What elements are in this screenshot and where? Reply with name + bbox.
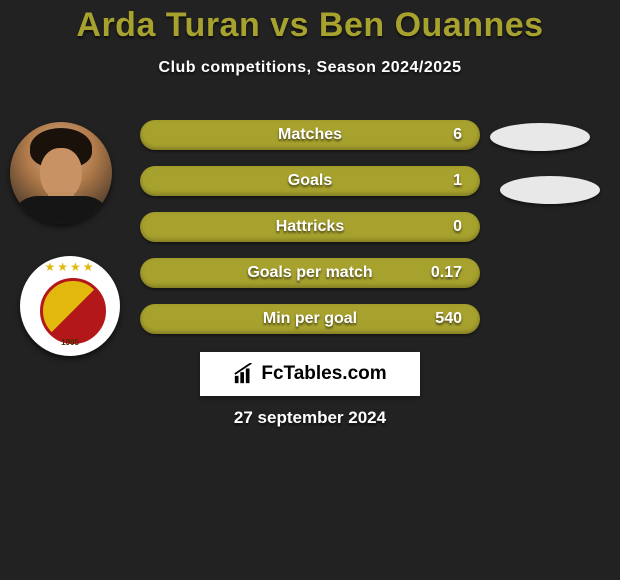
chart-icon: [233, 363, 255, 385]
stat-row-goals: Goals 1: [140, 166, 480, 196]
stats-card: Arda Turan vs Ben Ouannes Club competiti…: [0, 0, 620, 580]
stats-list: Matches 6 Goals 1 Hattricks 0 Goals per …: [140, 120, 480, 350]
stat-row-gpm: Goals per match 0.17: [140, 258, 480, 288]
stat-value: 540: [435, 310, 462, 328]
stat-pill: Goals 1: [140, 166, 480, 196]
stat-pill: Matches 6: [140, 120, 480, 150]
club-year: 1905: [20, 338, 120, 347]
club-logo: ★★★★ 1905: [20, 256, 120, 356]
stat-row-mpg: Min per goal 540: [140, 304, 480, 334]
branding-box: FcTables.com: [200, 352, 420, 396]
stat-row-hattricks: Hattricks 0: [140, 212, 480, 242]
stat-value: 0.17: [431, 264, 462, 282]
stat-row-matches: Matches 6: [140, 120, 480, 150]
stat-pill: Min per goal 540: [140, 304, 480, 334]
player-portrait: [10, 122, 112, 224]
stat-label: Hattricks: [276, 218, 344, 236]
branding-text: FcTables.com: [261, 363, 386, 385]
stat-label: Goals per match: [247, 264, 372, 282]
stat-value: 0: [453, 218, 462, 236]
stat-pill: Hattricks 0: [140, 212, 480, 242]
page-title: Arda Turan vs Ben Ouannes: [0, 0, 620, 45]
stat-label: Matches: [278, 126, 342, 144]
club-stars: ★★★★: [20, 260, 120, 274]
opponent-blob: [500, 176, 600, 204]
opponent-blob: [490, 123, 590, 151]
page-subtitle: Club competitions, Season 2024/2025: [0, 59, 620, 77]
stat-label: Goals: [288, 172, 332, 190]
portrait-jersey: [10, 196, 112, 224]
stat-label: Min per goal: [263, 310, 357, 328]
club-emblem: [40, 278, 106, 344]
stat-value: 1: [453, 172, 462, 190]
snapshot-date: 27 september 2024: [0, 408, 620, 428]
stat-value: 6: [453, 126, 462, 144]
stat-pill: Goals per match 0.17: [140, 258, 480, 288]
